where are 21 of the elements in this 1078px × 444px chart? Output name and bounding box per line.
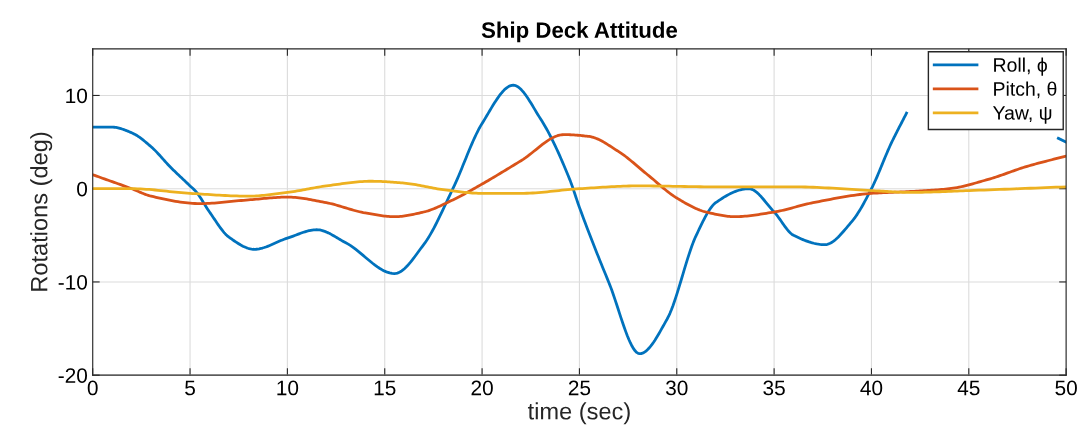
- y-axis-title: Rotations (deg): [30, 132, 53, 291]
- y-tick-label: 10: [66, 88, 88, 104]
- legend-label: Roll, ϕ: [994, 57, 1047, 76]
- x-tick-label: 5: [185, 380, 195, 396]
- x-tick-label: 15: [374, 380, 396, 396]
- x-tick-label: 45: [957, 380, 980, 396]
- x-tick-label: 30: [665, 380, 688, 396]
- y-tick-label: -10: [58, 274, 88, 290]
- x-tick-label: 20: [471, 380, 493, 396]
- chart-title: Ship Deck Attitude: [481, 21, 678, 43]
- legend-label: Pitch, θ: [994, 81, 1057, 99]
- x-axis-title: time (sec): [527, 402, 630, 425]
- x-tick-label: 40: [860, 380, 883, 396]
- x-tick-label: 50: [1055, 380, 1077, 396]
- x-tick-label: 35: [763, 380, 785, 396]
- x-tick-label: 0: [87, 380, 98, 396]
- y-tick-label: -20: [58, 368, 88, 383]
- legend-label: Yaw, ψ: [992, 106, 1052, 124]
- y-tick-label: 0: [77, 181, 88, 197]
- x-tick-label: 10: [277, 380, 299, 396]
- x-tick-label: 25: [568, 380, 591, 396]
